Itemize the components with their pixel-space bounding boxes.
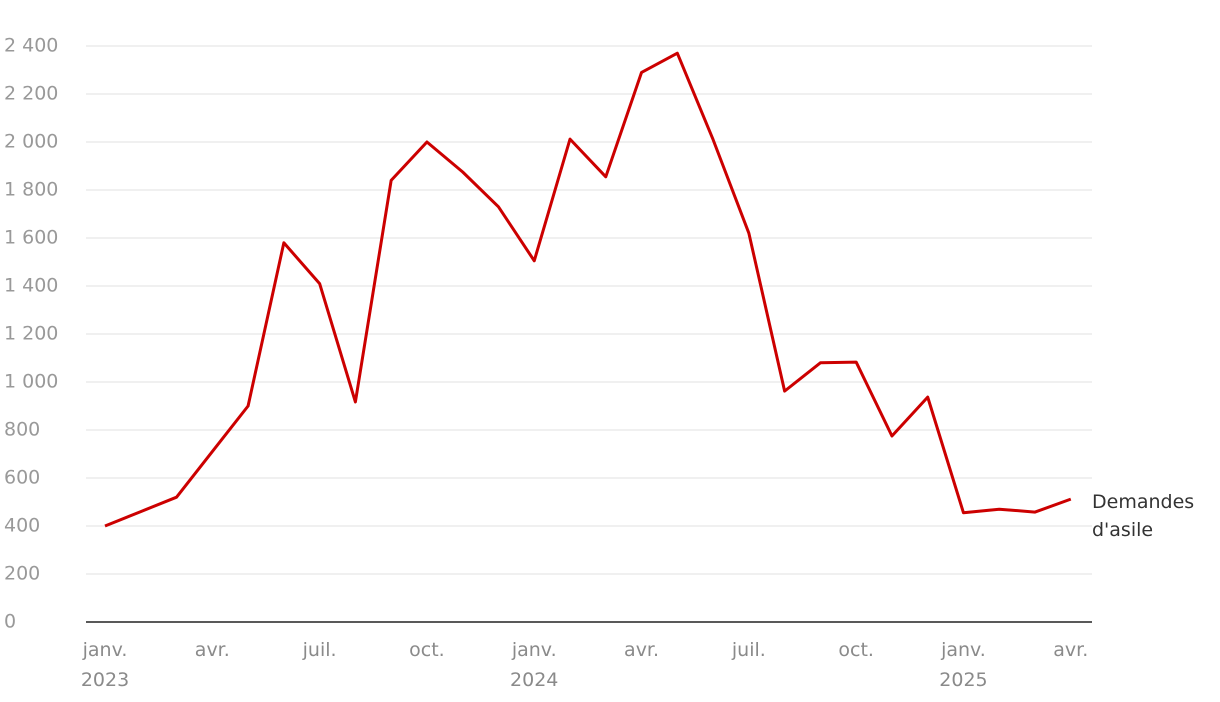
y-tick-label: 2 400: [4, 35, 58, 57]
y-tick-label: 200: [4, 563, 40, 585]
x-year-label: 2025: [939, 669, 987, 691]
y-tick-label: 1 200: [4, 323, 58, 345]
x-tick-label: juil.: [302, 639, 337, 661]
y-tick-label: 800: [4, 419, 40, 441]
y-tick-label: 1 400: [4, 275, 58, 297]
y-tick-label: 600: [4, 467, 40, 489]
y-tick-label: 2 200: [4, 83, 58, 105]
y-tick-label: 1 600: [4, 227, 58, 249]
y-tick-label: 0: [4, 611, 16, 633]
y-tick-label: 1 000: [4, 371, 58, 393]
x-tick-label: juil.: [731, 639, 766, 661]
x-tick-label: janv.: [940, 639, 986, 661]
x-tick-label: janv.: [82, 639, 128, 661]
x-tick-label: avr.: [195, 639, 230, 661]
x-year-label: 2024: [510, 669, 558, 691]
y-tick-label: 400: [4, 515, 40, 537]
x-tick-label: oct.: [838, 639, 874, 661]
x-tick-label: avr.: [1053, 639, 1088, 661]
y-tick-label: 2 000: [4, 131, 58, 153]
y-tick-label: 1 800: [4, 179, 58, 201]
x-tick-label: janv.: [511, 639, 557, 661]
x-year-label: 2023: [81, 669, 129, 691]
x-tick-label: avr.: [624, 639, 659, 661]
series-line: [104, 51, 1072, 528]
series-label: Demandes d'asile: [1092, 491, 1195, 541]
x-tick-label: oct.: [409, 639, 445, 661]
